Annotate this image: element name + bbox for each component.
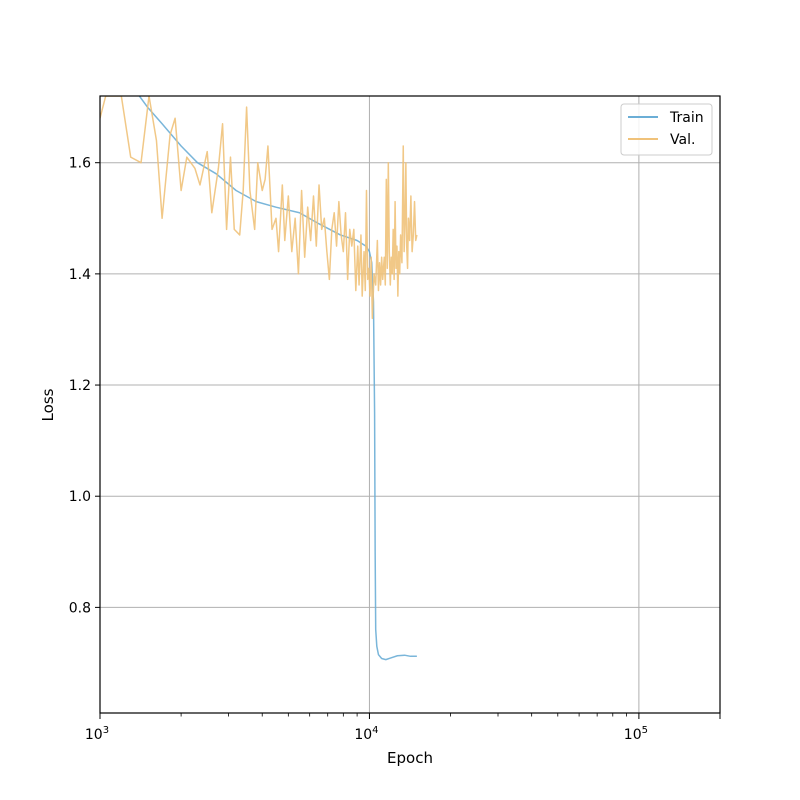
series-layer: [100, 96, 418, 661]
x-tick-exponent: 4: [372, 725, 378, 736]
y-tick-label: 1.0: [69, 489, 91, 505]
x-axis-label: Epoch: [387, 749, 433, 767]
legend-label-train: Train: [669, 110, 704, 126]
y-tick-label: 1.6: [69, 156, 91, 172]
legend: Train Val.: [620, 103, 713, 156]
y-tick-label: 0.8: [69, 600, 91, 616]
x-tick-exponent: 3: [103, 725, 109, 736]
legend-label-val: Val.: [670, 132, 695, 148]
x-tick-exponent: 5: [642, 725, 648, 736]
plot-frame: [99, 95, 721, 714]
y-tick-label: 1.2: [69, 378, 91, 394]
y-tick-label: 1.4: [69, 267, 91, 283]
series-line-train: [138, 96, 417, 661]
y-axis-label: Loss: [39, 388, 57, 421]
series-line-val: [100, 96, 418, 320]
